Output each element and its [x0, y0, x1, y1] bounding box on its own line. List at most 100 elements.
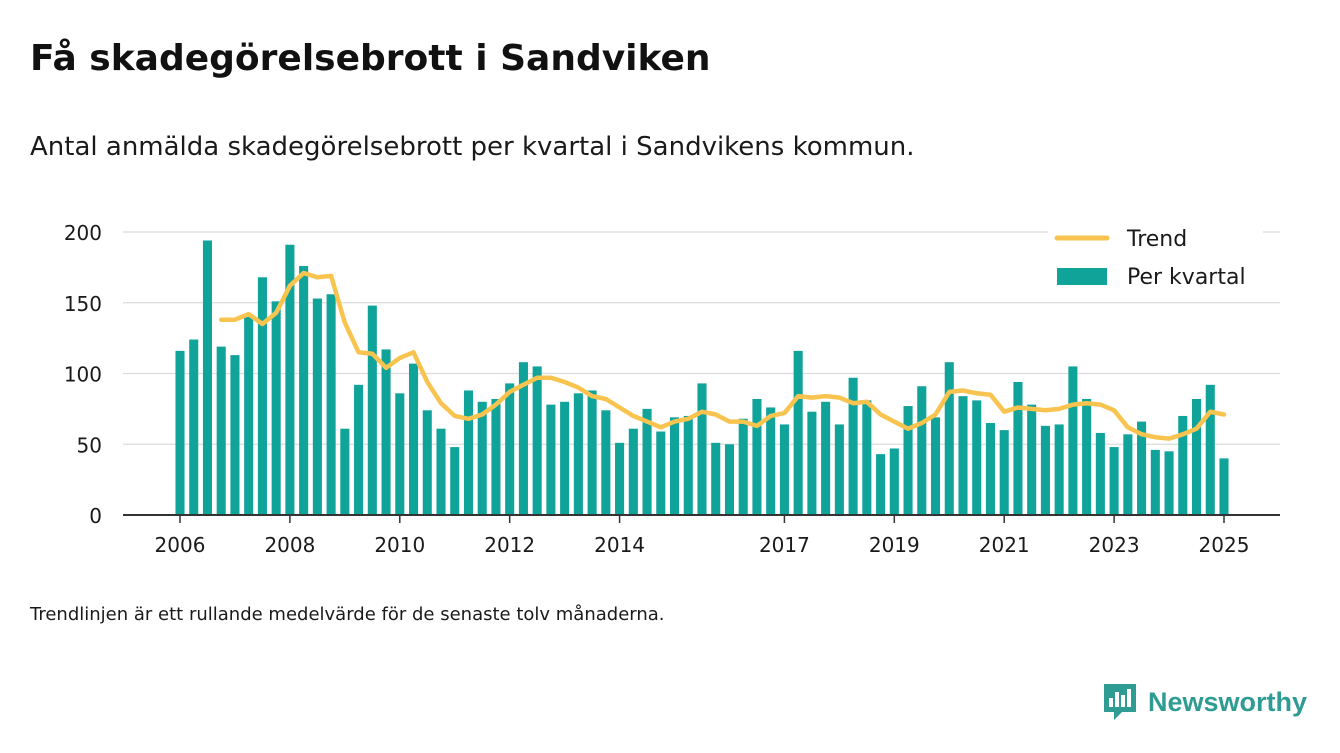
bar — [257, 277, 267, 515]
bar — [985, 423, 996, 515]
bar — [518, 362, 528, 515]
bar — [848, 377, 858, 515]
x-tick-label: 2014 — [594, 533, 645, 557]
chart-title: Få skadegörelsebrott i Sandviken — [30, 38, 711, 79]
y-axis-ticks: 0 50 100 150 200 — [64, 221, 102, 528]
bar — [944, 362, 954, 515]
bar — [779, 424, 789, 515]
bar — [354, 384, 364, 515]
bar — [1040, 425, 1050, 515]
bar — [202, 240, 213, 516]
bar — [1191, 398, 1202, 515]
bar — [175, 350, 185, 515]
legend-trend-label: Trend — [1126, 227, 1187, 252]
bar — [711, 442, 721, 515]
bar — [326, 294, 336, 515]
bar — [821, 401, 831, 515]
bar — [408, 363, 419, 515]
bar — [587, 390, 597, 515]
x-axis: 2006 2008 2010 2012 2014 2017 2019 2021 2023 2025 — [123, 514, 1280, 557]
bar — [834, 424, 844, 515]
bar — [903, 406, 913, 515]
bar — [724, 444, 735, 515]
bar — [1054, 424, 1064, 515]
bar — [436, 428, 446, 515]
x-tick-label: 2010 — [374, 533, 425, 557]
legend-bars-swatch — [1057, 268, 1107, 285]
bar — [656, 431, 666, 515]
bar — [1150, 449, 1160, 515]
x-tick-label: 2021 — [979, 533, 1030, 557]
bar — [683, 415, 693, 515]
bar — [972, 400, 982, 515]
bar — [450, 447, 460, 515]
bar — [1027, 404, 1037, 515]
legend: Trend Per kvartal — [1048, 225, 1263, 300]
bar — [930, 417, 941, 515]
bar — [615, 442, 625, 515]
x-tick-label: 2019 — [869, 533, 920, 557]
bar — [807, 411, 817, 515]
bar — [573, 393, 583, 515]
bar — [189, 339, 199, 515]
bar — [958, 396, 968, 515]
x-tick-label: 2025 — [1199, 533, 1250, 557]
line-series-trend — [218, 270, 1227, 441]
y-tick-label: 150 — [64, 292, 102, 316]
bar — [738, 418, 748, 515]
bar — [1082, 398, 1092, 515]
bar — [999, 430, 1009, 515]
bar — [532, 366, 542, 515]
bar — [477, 401, 487, 515]
bar — [917, 386, 927, 515]
quarterly-vandalism-chart: 0 50 100 150 200 2006 2008 2010 2012 2014 2017 201… — [64, 221, 1280, 557]
bar — [766, 407, 776, 515]
brand-logo: Newsworthy — [1102, 682, 1307, 722]
bar — [299, 265, 309, 515]
chart-subtitle: Antal anmälda skadegörelsebrott per kvar… — [30, 132, 915, 162]
bar — [367, 305, 377, 515]
bar — [505, 383, 515, 515]
bar — [381, 349, 391, 515]
x-tick-label: 2012 — [484, 533, 535, 557]
bar — [889, 448, 899, 515]
bar — [395, 393, 405, 515]
bar — [285, 244, 295, 516]
bar — [752, 398, 762, 515]
bar — [546, 404, 556, 515]
x-tick-label: 2006 — [155, 533, 206, 557]
bar — [1095, 432, 1105, 515]
bar — [271, 301, 281, 515]
y-tick-label: 0 — [89, 504, 102, 528]
bar — [422, 410, 432, 515]
trend-line — [218, 270, 1227, 441]
bar — [601, 410, 611, 515]
bar-series-per-kvartal — [175, 240, 1229, 516]
bar — [793, 350, 803, 515]
bar — [1013, 381, 1023, 515]
bar — [230, 355, 240, 515]
y-tick-label: 100 — [64, 363, 102, 387]
bar — [463, 390, 474, 515]
bar — [876, 454, 886, 515]
bar — [1219, 458, 1229, 515]
x-tick-label: 2017 — [759, 533, 810, 557]
y-tick-label: 50 — [77, 433, 102, 457]
bar — [1205, 384, 1215, 515]
footnote: Trendlinjen är ett rullande medelvärde f… — [30, 604, 665, 625]
x-tick-label: 2008 — [264, 533, 315, 557]
bar — [1109, 447, 1119, 515]
y-tick-label: 200 — [64, 221, 102, 245]
bar — [669, 417, 680, 515]
bar — [312, 298, 322, 515]
bar — [1164, 451, 1174, 515]
bar — [697, 383, 707, 515]
bar — [1068, 366, 1078, 515]
legend-bars-label: Per kvartal — [1127, 265, 1246, 290]
bar — [340, 428, 350, 515]
bar — [560, 401, 570, 515]
bar — [216, 346, 226, 515]
brand-name: Newsworthy — [1148, 686, 1308, 717]
bar — [862, 400, 872, 515]
bar — [1178, 415, 1188, 515]
